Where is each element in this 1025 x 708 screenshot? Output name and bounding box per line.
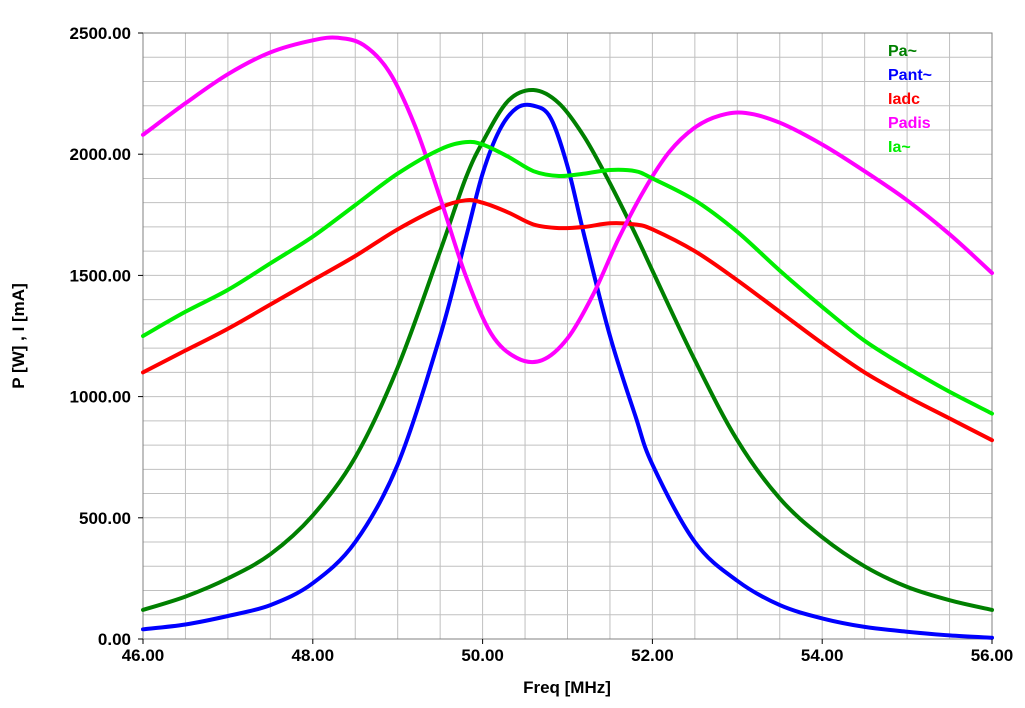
x-tick-label: 54.00 (801, 646, 844, 665)
series-line-padis (141, 35, 994, 365)
y-tick-label: 500.00 (79, 509, 131, 528)
y-tick-label: 1500.00 (70, 266, 131, 285)
tick-labels: 46.00 48.00 50.00 52.00 54.00 56.00 0.00 500.00… (70, 24, 1014, 665)
x-tick-label: 48.00 (292, 646, 335, 665)
y-axis-label: P [W] , I [mA] (9, 283, 28, 388)
y-tick-label: 0.00 (98, 630, 131, 649)
legend-entry-pa: Pa~ (888, 43, 917, 60)
legend-entry-pant: Pant~ (888, 67, 932, 84)
y-tick-label: 2500.00 (70, 24, 131, 43)
legend-entry-padis: Padis (888, 115, 931, 132)
series-lines (141, 35, 994, 640)
legend: Pa~ Pant~ Iadc Padis Ia~ (888, 43, 932, 156)
series-line-ia (141, 139, 994, 416)
y-tick-label: 1000.00 (70, 388, 131, 407)
series-line-iadc (141, 198, 994, 443)
x-tick-label: 56.00 (971, 646, 1014, 665)
series-line-pa (141, 87, 994, 612)
legend-entry-ia: Ia~ (888, 139, 911, 156)
x-tick-label: 50.00 (461, 646, 504, 665)
series-line-pant (141, 102, 994, 640)
x-axis-label: Freq [MHz] (523, 678, 611, 697)
y-tick-label: 2000.00 (70, 145, 131, 164)
x-tick-label: 46.00 (122, 646, 165, 665)
legend-entry-iadc: Iadc (888, 91, 920, 108)
x-tick-label: 52.00 (631, 646, 674, 665)
